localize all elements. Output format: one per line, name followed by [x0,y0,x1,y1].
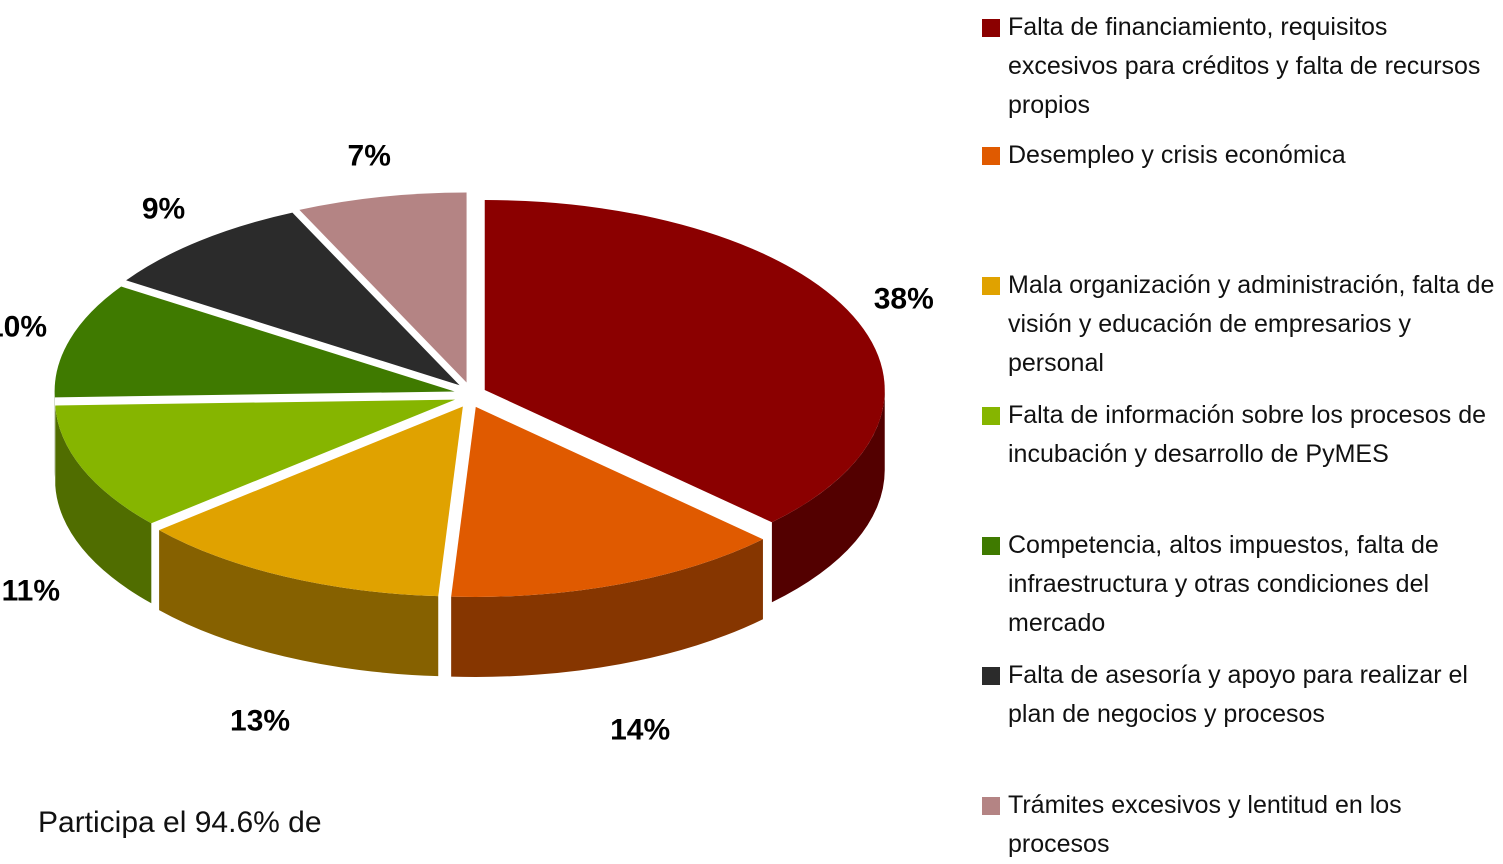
legend-label: Mala organización y administración, falt… [1008,271,1494,377]
legend-label: Trámites excesivos y lentitud en los pro… [1008,791,1402,858]
legend-swatch [982,147,1000,165]
legend-label: Falta de financiamiento, requisitos exce… [1008,13,1480,119]
data-label: 11% [2,575,60,608]
data-label: 38% [874,282,934,315]
legend-entry: Falta de asesoría y apoyo para realizar … [982,656,1502,734]
data-label: 14% [610,713,670,746]
slice-tops [55,192,885,596]
legend-entry: Falta de financiamiento, requisitos exce… [982,8,1502,125]
legend-swatch [982,407,1000,425]
data-label: 13% [230,704,290,737]
legend-swatch [982,797,1000,815]
legend-entry: Competencia, altos impuestos, falta de i… [982,526,1502,643]
legend-label: Desempleo y crisis económica [1008,141,1346,169]
legend-entry: Desempleo y crisis económica [982,136,1502,175]
pie-chart: 38% 14% 13% 11% 10% 9% 7% [0,0,960,860]
legend-swatch [982,19,1000,37]
data-label: 10% [0,310,47,343]
legend-swatch [982,667,1000,685]
legend-label: Falta de información sobre los procesos … [1008,401,1486,468]
annotation: Participa el 94.6% de [38,806,322,840]
legend-entry: Trámites excesivos y lentitud en los pro… [982,786,1502,864]
legend-swatch [982,277,1000,295]
legend-label: Falta de asesoría y apoyo para realizar … [1008,661,1468,728]
legend-label: Competencia, altos impuestos, falta de i… [1008,531,1439,637]
legend-swatch [982,537,1000,555]
legend-entry: Falta de información sobre los procesos … [982,396,1502,474]
legend-entry: Mala organización y administración, falt… [982,266,1502,383]
data-label: 9% [142,193,185,226]
data-label: 7% [348,140,391,173]
